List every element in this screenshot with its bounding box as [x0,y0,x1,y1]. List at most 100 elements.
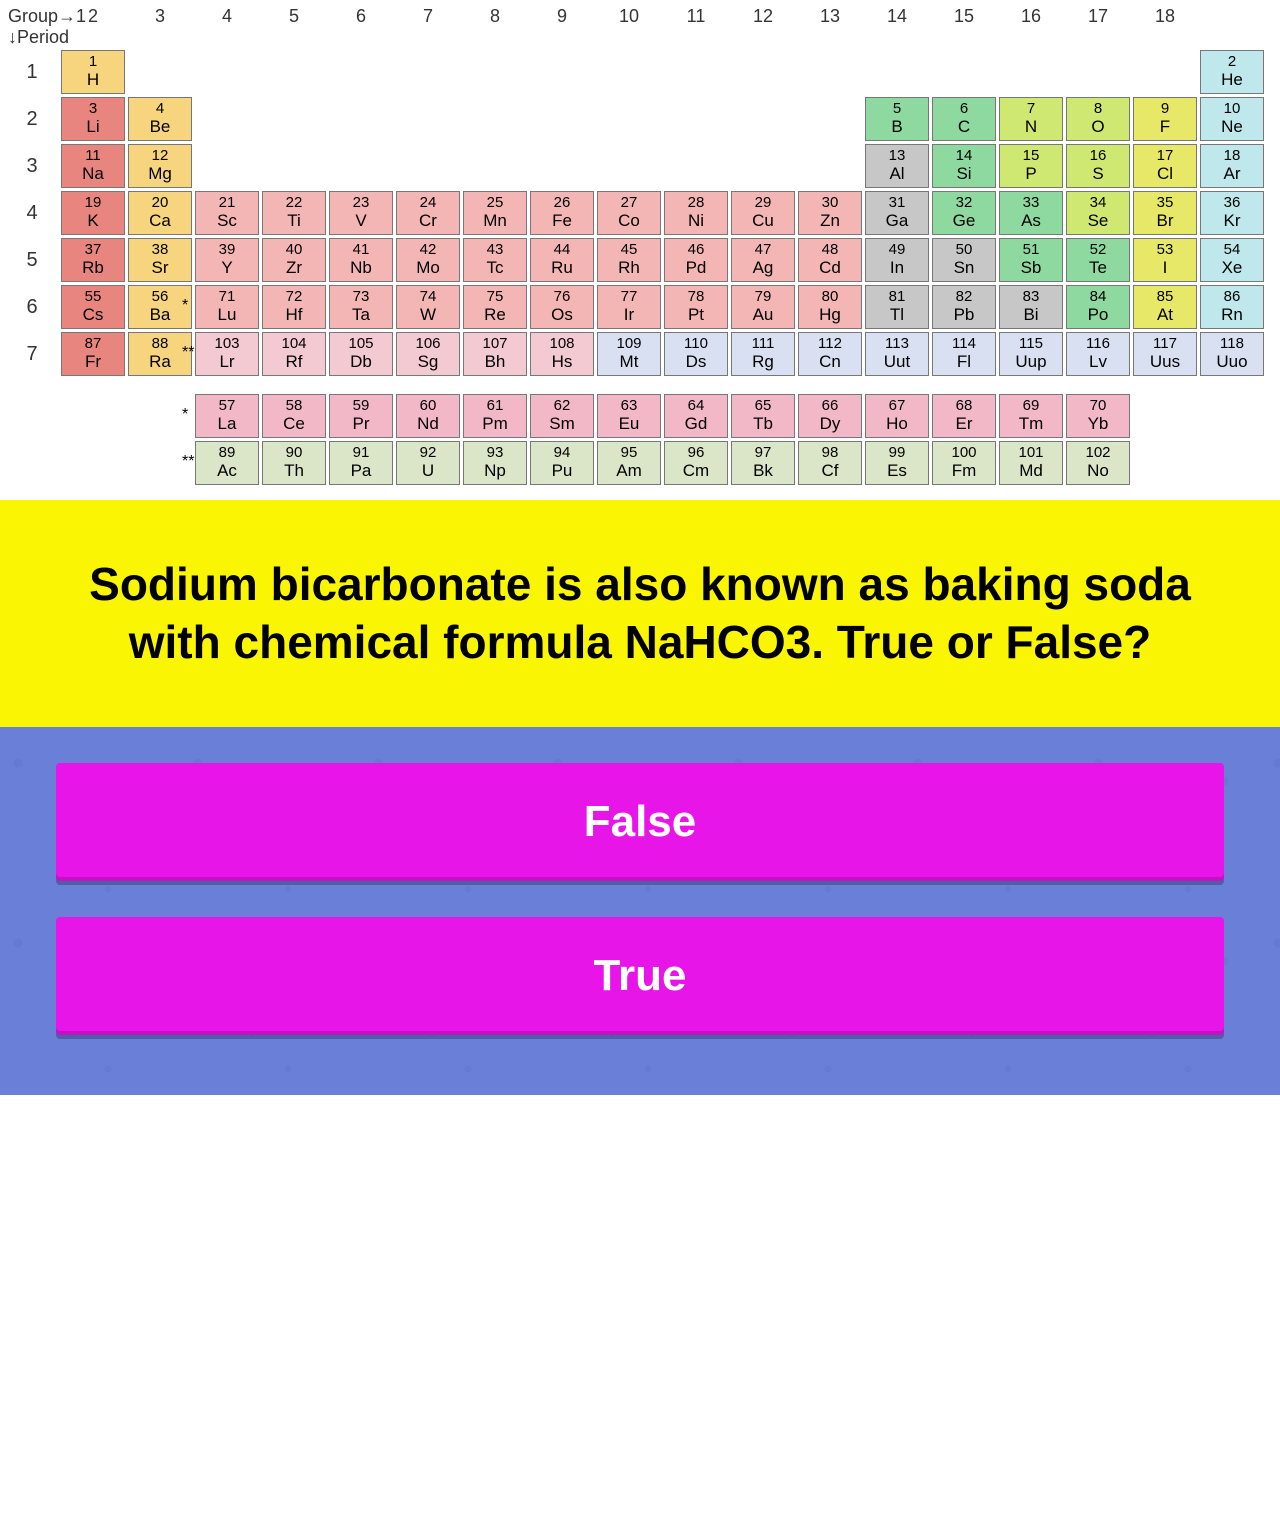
element-symbol: W [420,306,436,325]
atomic-number: 32 [956,195,973,212]
group-number: 6 [329,6,393,48]
element-cell: 7N [999,97,1063,141]
atomic-number: 68 [956,398,973,415]
element-cell: 16S [1066,144,1130,188]
group-number: 7 [396,6,460,48]
element-symbol: Hs [552,353,573,372]
element-symbol: Xe [1222,259,1243,278]
element-symbol: Bk [753,462,773,481]
atomic-number: 4 [156,101,164,118]
atomic-number: 14 [956,148,973,165]
atomic-number: 53 [1157,242,1174,259]
group-number: 12 [731,6,795,48]
element-symbol: Au [753,306,774,325]
element-cell: 79Au [731,285,795,329]
atomic-number: 55 [85,289,102,306]
element-symbol: Tl [890,306,904,325]
element-symbol: Cf [822,462,839,481]
element-symbol: Sm [549,415,575,434]
element-symbol: Yb [1088,415,1109,434]
element-cell: 20Ca [128,191,192,235]
group-number: 3 [128,6,192,48]
element-symbol: Pa [351,462,372,481]
atomic-number: 110 [684,336,708,353]
atomic-number: 43 [487,242,504,259]
atomic-number: 79 [755,289,772,306]
element-symbol: No [1087,462,1109,481]
element-symbol: Ds [686,353,707,372]
atomic-number: 27 [621,195,638,212]
element-symbol: Ni [688,212,704,231]
element-cell: 73Ta [329,285,393,329]
element-symbol: Sr [152,259,169,278]
element-symbol: Pm [482,415,508,434]
element-symbol: Co [618,212,640,231]
element-symbol: Es [887,462,907,481]
atomic-number: 29 [755,195,772,212]
element-symbol: P [1025,165,1036,184]
atomic-number: 83 [1023,289,1040,306]
atomic-number: 41 [353,242,370,259]
answer-option-1[interactable]: False [56,763,1224,881]
atomic-number: 56 [152,289,169,306]
atomic-number: 46 [688,242,705,259]
element-cell: 95Am [597,441,661,485]
element-symbol: Hf [286,306,303,325]
element-symbol: Ta [352,306,370,325]
atomic-number: 3 [89,101,97,118]
element-cell: 109Mt [597,332,661,376]
element-cell: 29Cu [731,191,795,235]
atomic-number: 16 [1090,148,1107,165]
element-cell: 99Es [865,441,929,485]
atomic-number: 88 [152,336,169,353]
series-marker: * [182,406,188,424]
element-symbol: Cs [83,306,104,325]
element-symbol: Te [1089,259,1107,278]
element-cell: 98Cf [798,441,862,485]
group-number: 14 [865,6,929,48]
period-number: 7 [6,343,58,366]
element-cell: 113Uut [865,332,929,376]
element-symbol: Zr [286,259,302,278]
element-cell: 111Rg [731,332,795,376]
element-symbol: Mo [416,259,440,278]
atomic-number: 57 [219,398,236,415]
element-symbol: Tm [1019,415,1044,434]
atomic-number: 51 [1023,242,1040,259]
atomic-number: 64 [688,398,705,415]
period-row: 655Cs56Ba71Lu72Hf73Ta74W75Re76Os77Ir78Pt… [6,285,1274,329]
atomic-number: 94 [554,445,571,462]
element-symbol: Fr [85,353,101,372]
atomic-number: 39 [219,242,236,259]
element-symbol: Ho [886,415,908,434]
group-number: 5 [262,6,326,48]
element-symbol: Uus [1150,353,1180,372]
element-symbol: F [1160,118,1170,137]
element-symbol: Y [221,259,232,278]
element-symbol: Ne [1221,118,1243,137]
element-cell: 15P [999,144,1063,188]
period-number: 1 [6,61,58,84]
group-number: 2 [61,6,125,48]
element-symbol: Uup [1015,353,1046,372]
atomic-number: 87 [85,336,102,353]
atomic-number: 15 [1023,148,1040,165]
element-cell: 69Tm [999,394,1063,438]
series-marker: ** [182,344,194,362]
atomic-number: 69 [1023,398,1040,415]
atomic-number: 116 [1086,336,1110,353]
element-cell: 28Ni [664,191,728,235]
element-cell: 67Ho [865,394,929,438]
atomic-number: 11 [85,148,101,165]
atomic-number: 93 [487,445,504,462]
element-symbol: Rg [752,353,774,372]
element-cell: 40Zr [262,238,326,282]
atomic-number: 20 [152,195,169,212]
element-symbol: B [891,118,902,137]
atomic-number: 47 [755,242,772,259]
element-cell: 100Fm [932,441,996,485]
period-number: 3 [6,155,58,178]
element-symbol: Er [956,415,973,434]
answer-option-2[interactable]: True [56,917,1224,1035]
element-cell: 115Uup [999,332,1063,376]
